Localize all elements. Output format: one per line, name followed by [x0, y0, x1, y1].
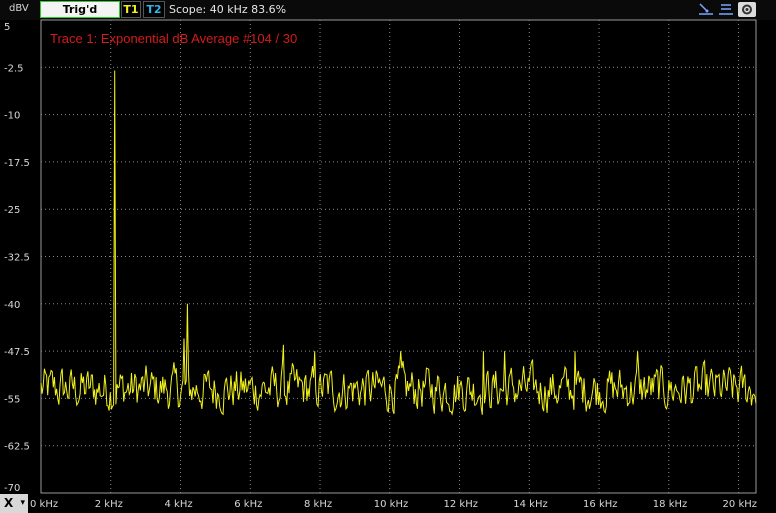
y-tick-label: -40: [4, 300, 20, 311]
x-tick-label: 2 kHz: [95, 499, 123, 510]
y-tick-label: -55: [4, 394, 20, 405]
x-tick-label: 4 kHz: [165, 499, 193, 510]
x-tick-label: 16 kHz: [583, 499, 617, 510]
trace-1-line: [40, 70, 757, 416]
x-axis-ticks: 0 kHz 2 kHz 4 kHz 6 kHz 8 kHz 10 kHz 12 kHz 14 …: [30, 499, 757, 510]
x-tick-label: 0 kHz: [30, 499, 58, 510]
trace1-button[interactable]: T1: [121, 1, 141, 18]
scope-status-text: Scope: 40 kHz 83.6%: [169, 3, 287, 16]
settings-gear-icon[interactable]: [738, 2, 756, 17]
y-tick-label: -70: [4, 483, 20, 494]
y-tick-label: -10: [4, 111, 20, 122]
chevron-down-icon: ▾: [20, 498, 25, 508]
grid: [40, 19, 757, 494]
x-tick-label: 10 kHz: [374, 499, 408, 510]
y-tick-label: -47.5: [4, 347, 30, 358]
x-tick-label: 14 kHz: [513, 499, 547, 510]
y-unit-label: dBV: [9, 3, 29, 14]
y-tick-label: -2.5: [4, 63, 24, 74]
y-tick-label: -17.5: [4, 158, 30, 169]
top-toolbar: dBV Trig'd T1 T2 Scope: 40 kHz 83.6%: [0, 0, 776, 20]
trace-1-series: [40, 70, 757, 416]
x-tick-label: 18 kHz: [653, 499, 687, 510]
x-tick-label: 20 kHz: [723, 499, 757, 510]
y-tick-label: -25: [4, 205, 20, 216]
y-tick-label: 5: [4, 22, 10, 33]
x-axis-button-label: X: [4, 496, 14, 510]
trigger-status-button[interactable]: Trig'd: [40, 1, 120, 18]
marker-tool-icon[interactable]: [718, 2, 734, 17]
trace-annotation-label: Trace 1: Exponential dB Average #104 / 3…: [50, 31, 297, 46]
y-tick-label: -62.5: [4, 442, 30, 453]
cursor-tool-icon[interactable]: [698, 2, 714, 17]
x-axis-button[interactable]: X ▾: [0, 494, 28, 513]
y-tick-label: -32.5: [4, 253, 30, 264]
x-tick-label: 12 kHz: [444, 499, 478, 510]
y-axis-ticks: 5 -2.5 -10 -17.5 -25 -32.5 -40 -47.5 -55 -62.5 -70: [4, 22, 30, 494]
x-tick-label: 6 kHz: [234, 499, 262, 510]
trace2-button[interactable]: T2: [143, 1, 165, 18]
plot-frame: [40, 19, 757, 494]
x-tick-label: 8 kHz: [304, 499, 332, 510]
